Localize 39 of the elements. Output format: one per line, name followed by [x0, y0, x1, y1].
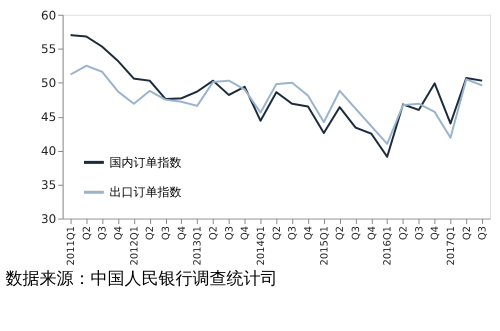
- source-note: 数据来源：中国人民银行调查统计司: [6, 268, 278, 288]
- x-tick-label: Q2: [208, 226, 220, 240]
- y-tick-label: 35: [41, 178, 56, 192]
- x-tick-label: Q3: [161, 226, 172, 240]
- x-tick-label: Q4: [176, 226, 188, 240]
- x-tick-label: Q4: [240, 226, 252, 240]
- x-tick-label: Q4: [366, 226, 378, 240]
- line-series: [70, 64, 484, 145]
- x-tick-label: Q2: [335, 226, 346, 240]
- y-tick-label: 45: [41, 110, 56, 124]
- y-tick-label: 50: [41, 76, 56, 90]
- x-tick-label: Q3: [350, 226, 362, 240]
- x-tick-label: 2012Q1: [129, 226, 140, 266]
- y-tick-label: 60: [41, 8, 56, 22]
- x-tick-label: 2013Q1: [192, 226, 204, 266]
- legend-label: 出口订单指数: [109, 185, 182, 200]
- x-tick-label: Q4: [114, 226, 125, 240]
- x-tick-label: Q4: [430, 226, 442, 240]
- x-tick-label: Q4: [303, 226, 314, 240]
- x-tick-label: Q3: [478, 226, 489, 240]
- x-tick-label: Q3: [288, 226, 299, 240]
- x-tick-label: 2011Q1: [66, 226, 78, 266]
- y-tick-label: 30: [41, 212, 56, 226]
- x-tick-label: Q2: [82, 226, 93, 240]
- line-series: [70, 34, 484, 158]
- y-tick-label: 55: [41, 42, 56, 56]
- x-tick-label: Q2: [462, 226, 473, 240]
- x-tick-label: Q2: [398, 226, 410, 240]
- x-tick-label: 2016Q1: [382, 226, 394, 266]
- x-tick-label: Q3: [98, 226, 109, 240]
- legend-label: 国内订单指数: [109, 155, 182, 170]
- x-tick-label: 2017Q1: [446, 226, 457, 266]
- x-tick-label: Q3: [414, 226, 426, 240]
- y-tick-label: 40: [41, 144, 56, 158]
- x-tick-label: Q3: [224, 226, 236, 240]
- x-tick-label: Q2: [145, 226, 156, 240]
- x-tick-label: Q2: [272, 226, 283, 240]
- x-tick-label: 2015Q1: [319, 226, 330, 266]
- x-tick-label: 2014Q1: [256, 226, 267, 266]
